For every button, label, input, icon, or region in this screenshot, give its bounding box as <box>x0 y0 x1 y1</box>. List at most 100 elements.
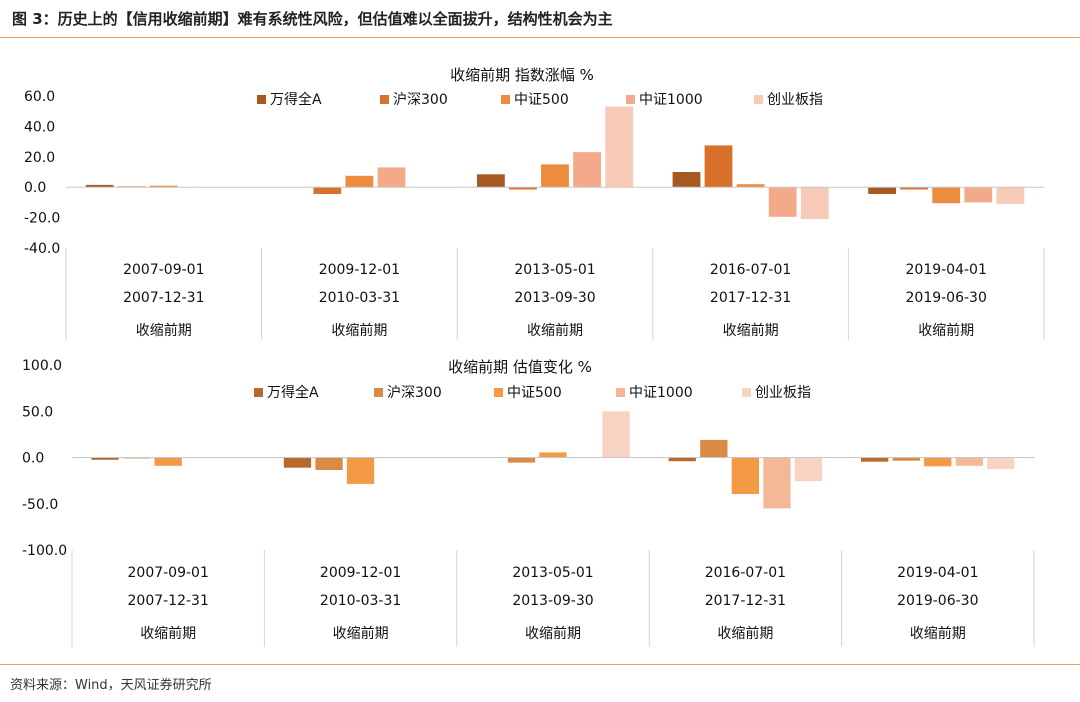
chart-title: 收缩前期 估值变化 % <box>448 358 592 376</box>
category-end-date: 2007-12-31 <box>123 290 204 306</box>
bar <box>345 175 374 188</box>
legend-swatch <box>254 388 263 397</box>
y-tick-label: -50.0 <box>22 497 58 513</box>
bar <box>964 187 993 203</box>
category-end-date: 2017-12-31 <box>710 290 791 306</box>
legend-label: 创业板指 <box>755 385 811 401</box>
bar <box>932 187 961 204</box>
category-end-date: 2019-06-30 <box>897 593 978 609</box>
category-start-date: 2007-09-01 <box>128 565 209 581</box>
bar <box>377 167 406 188</box>
bar <box>539 452 567 458</box>
category-phase-label: 收缩前期 <box>527 322 583 339</box>
legend-label: 中证1000 <box>629 385 693 401</box>
top-divider <box>0 37 1080 38</box>
legend-label: 万得全A <box>270 91 322 108</box>
legend-label: 中证500 <box>507 385 562 401</box>
category-start-date: 2009-12-01 <box>319 262 400 278</box>
bar <box>861 457 889 462</box>
legend-swatch <box>257 95 266 104</box>
bar <box>800 187 829 220</box>
category-end-date: 2013-09-30 <box>514 290 595 306</box>
bar <box>900 187 928 190</box>
bar <box>763 457 791 509</box>
bar <box>768 187 797 217</box>
legend-label: 中证1000 <box>639 92 703 108</box>
category-end-date: 2013-09-30 <box>512 593 593 609</box>
category-phase-label: 收缩前期 <box>723 322 779 339</box>
category-end-date: 2019-06-30 <box>906 290 987 306</box>
category-start-date: 2009-12-01 <box>320 565 401 581</box>
legend-swatch <box>494 388 503 397</box>
chart-index-return: 收缩前期 指数涨幅 % 万得全A 沪深300 中证500 中证1000 创业板指 60.0 4… <box>24 66 1045 340</box>
legend-swatch <box>742 388 751 397</box>
y-tick-label: -100.0 <box>22 543 67 559</box>
category-end-date: 2010-03-31 <box>319 290 400 306</box>
category-phase-label: 收缩前期 <box>910 625 966 642</box>
category-phase-label: 收缩前期 <box>333 625 389 642</box>
legend-label: 中证500 <box>514 92 569 108</box>
bar <box>955 457 983 466</box>
category-start-date: 2007-09-01 <box>123 262 204 278</box>
category-start-date: 2019-04-01 <box>906 262 987 278</box>
bar <box>313 187 342 194</box>
bar <box>736 184 765 188</box>
y-tick-label: -20.0 <box>24 211 60 227</box>
bar <box>868 187 896 194</box>
bar <box>541 164 569 188</box>
category-phase-label: 收缩前期 <box>331 322 387 339</box>
bar <box>672 172 701 188</box>
category-end-date: 2017-12-31 <box>705 593 786 609</box>
legend-swatch <box>754 95 763 104</box>
legend-swatch <box>374 388 383 397</box>
bar <box>573 152 601 188</box>
bar <box>924 457 952 467</box>
bar <box>149 185 178 188</box>
legend-swatch <box>380 95 389 104</box>
y-tick-label: 40.0 <box>24 119 55 135</box>
bar <box>507 457 536 463</box>
bar <box>704 145 733 188</box>
source-note: 资料来源：Wind，天风证券研究所 <box>10 678 212 693</box>
bar <box>283 457 312 468</box>
bar <box>85 184 114 188</box>
bar <box>668 457 696 462</box>
y-tick-label: 20.0 <box>24 150 55 166</box>
legend-swatch <box>616 388 625 397</box>
bar <box>315 457 343 470</box>
category-phase-label: 收缩前期 <box>918 322 974 339</box>
legend-label: 沪深300 <box>393 92 448 108</box>
y-tick-label: 60.0 <box>24 89 55 105</box>
bar <box>794 457 823 482</box>
bar <box>477 174 505 188</box>
category-phase-label: 收缩前期 <box>136 322 192 339</box>
category-phase-label: 收缩前期 <box>525 625 581 642</box>
bar <box>996 187 1025 204</box>
bar <box>154 457 182 466</box>
bar <box>602 411 630 458</box>
bar <box>509 187 537 190</box>
legend-label: 万得全A <box>267 384 319 401</box>
y-tick-label: 0.0 <box>22 451 44 467</box>
chart-title: 收缩前期 指数涨幅 % <box>450 66 594 84</box>
legend-label: 创业板指 <box>767 92 823 108</box>
y-tick-label: -40.0 <box>24 241 60 257</box>
bar <box>731 457 759 494</box>
category-start-date: 2013-05-01 <box>512 565 593 581</box>
y-tick-label: 100.0 <box>22 358 62 374</box>
bar <box>605 106 634 188</box>
category-phase-label: 收缩前期 <box>140 625 196 642</box>
chart-valuation-change: 收缩前期 估值变化 % 万得全A 沪深300 中证500 中证1000 创业板指 100.0… <box>22 358 1035 647</box>
category-end-date: 2010-03-31 <box>320 593 401 609</box>
legend-label: 沪深300 <box>387 385 442 401</box>
bar <box>892 457 920 461</box>
bar <box>91 457 119 460</box>
category-start-date: 2013-05-01 <box>514 262 595 278</box>
category-start-date: 2019-04-01 <box>897 565 978 581</box>
category-start-date: 2016-07-01 <box>710 262 791 278</box>
y-tick-label: 50.0 <box>22 404 53 420</box>
bar <box>346 457 375 484</box>
figure-title: 图 3：历史上的【信用收缩前期】难有系统性风险，但估值难以全面拔升，结构性机会为… <box>12 10 613 28</box>
bar <box>987 457 1015 470</box>
bar <box>700 439 728 458</box>
